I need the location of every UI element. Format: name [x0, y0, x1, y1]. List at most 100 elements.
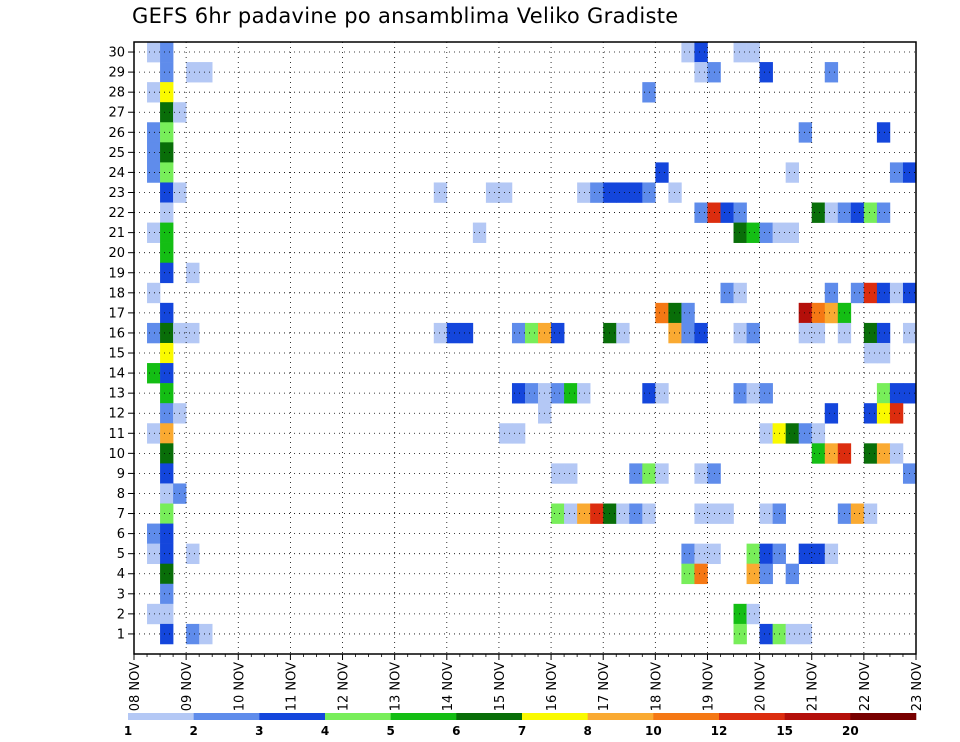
cell-member-19-step-4 — [186, 262, 200, 284]
cell-member-7-step-45 — [720, 503, 734, 524]
cell-member-13-step-33 — [564, 383, 578, 404]
colorbar-label-11: 20 — [842, 724, 859, 738]
cell-member-16-step-43 — [694, 322, 708, 344]
cell-member-1-step-4 — [186, 623, 200, 645]
cell-member-12-step-58 — [889, 403, 904, 424]
y-tick-label-13: 13 — [108, 387, 125, 402]
cell-member-25-step-1 — [147, 142, 161, 163]
y-tick-label-4: 4 — [117, 567, 125, 582]
colorbar-swatch-5 — [456, 713, 523, 720]
cell-member-29-step-43 — [694, 62, 708, 83]
cell-member-13-step-39 — [642, 383, 656, 404]
cell-member-1-step-50 — [785, 623, 799, 645]
y-tick-label-14: 14 — [108, 367, 125, 382]
cell-member-10-step-53 — [824, 443, 839, 464]
y-tick-label-9: 9 — [117, 467, 125, 482]
cell-member-17-step-53 — [824, 302, 839, 324]
cell-member-18-step-58 — [889, 282, 904, 304]
x-tick-label-2: 10 NOV — [232, 662, 247, 711]
cell-member-16-step-56 — [863, 322, 878, 344]
cell-member-5-step-47 — [746, 543, 760, 565]
cell-member-22-step-57 — [876, 202, 891, 223]
colorbar-label-10: 15 — [776, 724, 793, 738]
y-tick-label-26: 26 — [108, 126, 125, 141]
x-tick-label-13: 21 NOV — [806, 662, 821, 711]
y-tick-label-27: 27 — [108, 106, 125, 121]
cell-member-4-step-50 — [785, 563, 799, 585]
cell-member-12-step-57 — [876, 403, 891, 424]
cell-member-16-step-23 — [433, 322, 448, 344]
cell-member-21-step-48 — [759, 222, 773, 243]
cell-member-28-step-39 — [642, 82, 656, 103]
cell-member-18-step-56 — [863, 282, 878, 304]
cell-member-5-step-4 — [186, 543, 200, 565]
colorbar-swatch-6 — [522, 713, 588, 720]
y-tick-label-3: 3 — [117, 587, 125, 602]
x-axis: 08 NOV 09 NOV 10 NOV 11 NOV 12 NOV 13 NOV 14 N… — [128, 654, 925, 711]
cell-member-27-step-2 — [160, 102, 174, 123]
x-tick-label-11: 19 NOV — [701, 662, 716, 711]
cell-member-9-step-43 — [694, 463, 708, 484]
y-tick-label-5: 5 — [117, 547, 125, 562]
cell-member-2-step-2 — [160, 603, 174, 625]
cell-member-21-step-2 — [160, 222, 174, 243]
y-tick-label-19: 19 — [108, 266, 125, 281]
cell-member-15-step-56 — [863, 342, 878, 364]
y-tick-label-17: 17 — [108, 306, 125, 321]
cell-member-30-step-46 — [733, 42, 747, 63]
cell-member-13-step-48 — [759, 383, 773, 404]
cell-member-9-step-2 — [160, 463, 174, 484]
y-tick-label-6: 6 — [117, 527, 125, 542]
cell-member-12-step-53 — [824, 403, 839, 424]
cell-member-21-step-46 — [733, 222, 747, 243]
cell-member-22-step-45 — [720, 202, 734, 223]
cell-member-10-step-52 — [811, 443, 826, 464]
cell-member-5-step-2 — [160, 543, 174, 565]
y-tick-label-24: 24 — [108, 166, 125, 181]
cell-member-4-step-2 — [160, 563, 174, 585]
colorbar-swatch-7 — [587, 713, 654, 720]
y-tick-label-10: 10 — [108, 447, 125, 462]
cell-member-1-step-5 — [199, 623, 213, 645]
cell-member-26-step-2 — [160, 122, 174, 143]
cell-member-13-step-46 — [733, 383, 747, 404]
cell-member-13-step-2 — [160, 383, 174, 404]
cell-member-23-step-2 — [160, 182, 174, 203]
cell-member-9-step-40 — [655, 463, 669, 484]
cell-member-22-step-53 — [824, 202, 839, 223]
cell-member-23-step-23 — [433, 182, 448, 203]
cell-member-29-step-4 — [186, 62, 200, 83]
cell-member-30-step-42 — [681, 42, 695, 63]
x-tick-label-6: 14 NOV — [441, 662, 456, 711]
heatmap-cells — [147, 42, 917, 645]
cell-member-16-step-4 — [186, 322, 200, 344]
cell-member-26-step-51 — [798, 122, 813, 143]
y-tick-label-30: 30 — [108, 46, 125, 61]
cell-member-17-step-51 — [798, 302, 813, 324]
cell-member-8-step-2 — [160, 483, 174, 504]
x-tick-label-9: 17 NOV — [597, 662, 612, 711]
cell-member-13-step-32 — [551, 383, 565, 404]
cell-member-7-step-39 — [642, 503, 656, 524]
colorbar-label-1: 2 — [189, 724, 197, 738]
cell-member-1-step-2 — [160, 623, 174, 645]
cell-member-18-step-45 — [720, 282, 734, 304]
colorbar-label-5: 6 — [452, 724, 460, 738]
cell-member-26-step-1 — [147, 122, 161, 143]
x-tick-label-10: 18 NOV — [649, 662, 664, 711]
cell-member-20-step-2 — [160, 242, 174, 264]
cell-member-16-step-32 — [551, 322, 565, 344]
y-tick-label-15: 15 — [108, 347, 125, 362]
y-tick-label-21: 21 — [108, 226, 125, 241]
cell-member-18-step-55 — [850, 282, 865, 304]
cell-member-3-step-2 — [160, 583, 174, 605]
cell-member-11-step-51 — [798, 423, 813, 444]
y-tick-label-28: 28 — [108, 86, 125, 101]
colorbar-legend: 1 2 3 4 5 6 7 8 10 12 15 20 — [124, 713, 917, 738]
colorbar-swatch-1 — [193, 713, 260, 720]
y-tick-label-23: 23 — [108, 186, 125, 201]
cell-member-21-step-50 — [785, 222, 799, 243]
y-tick-label-20: 20 — [108, 246, 125, 261]
cell-member-16-step-24 — [446, 322, 461, 344]
colorbar-swatch-2 — [259, 713, 326, 720]
